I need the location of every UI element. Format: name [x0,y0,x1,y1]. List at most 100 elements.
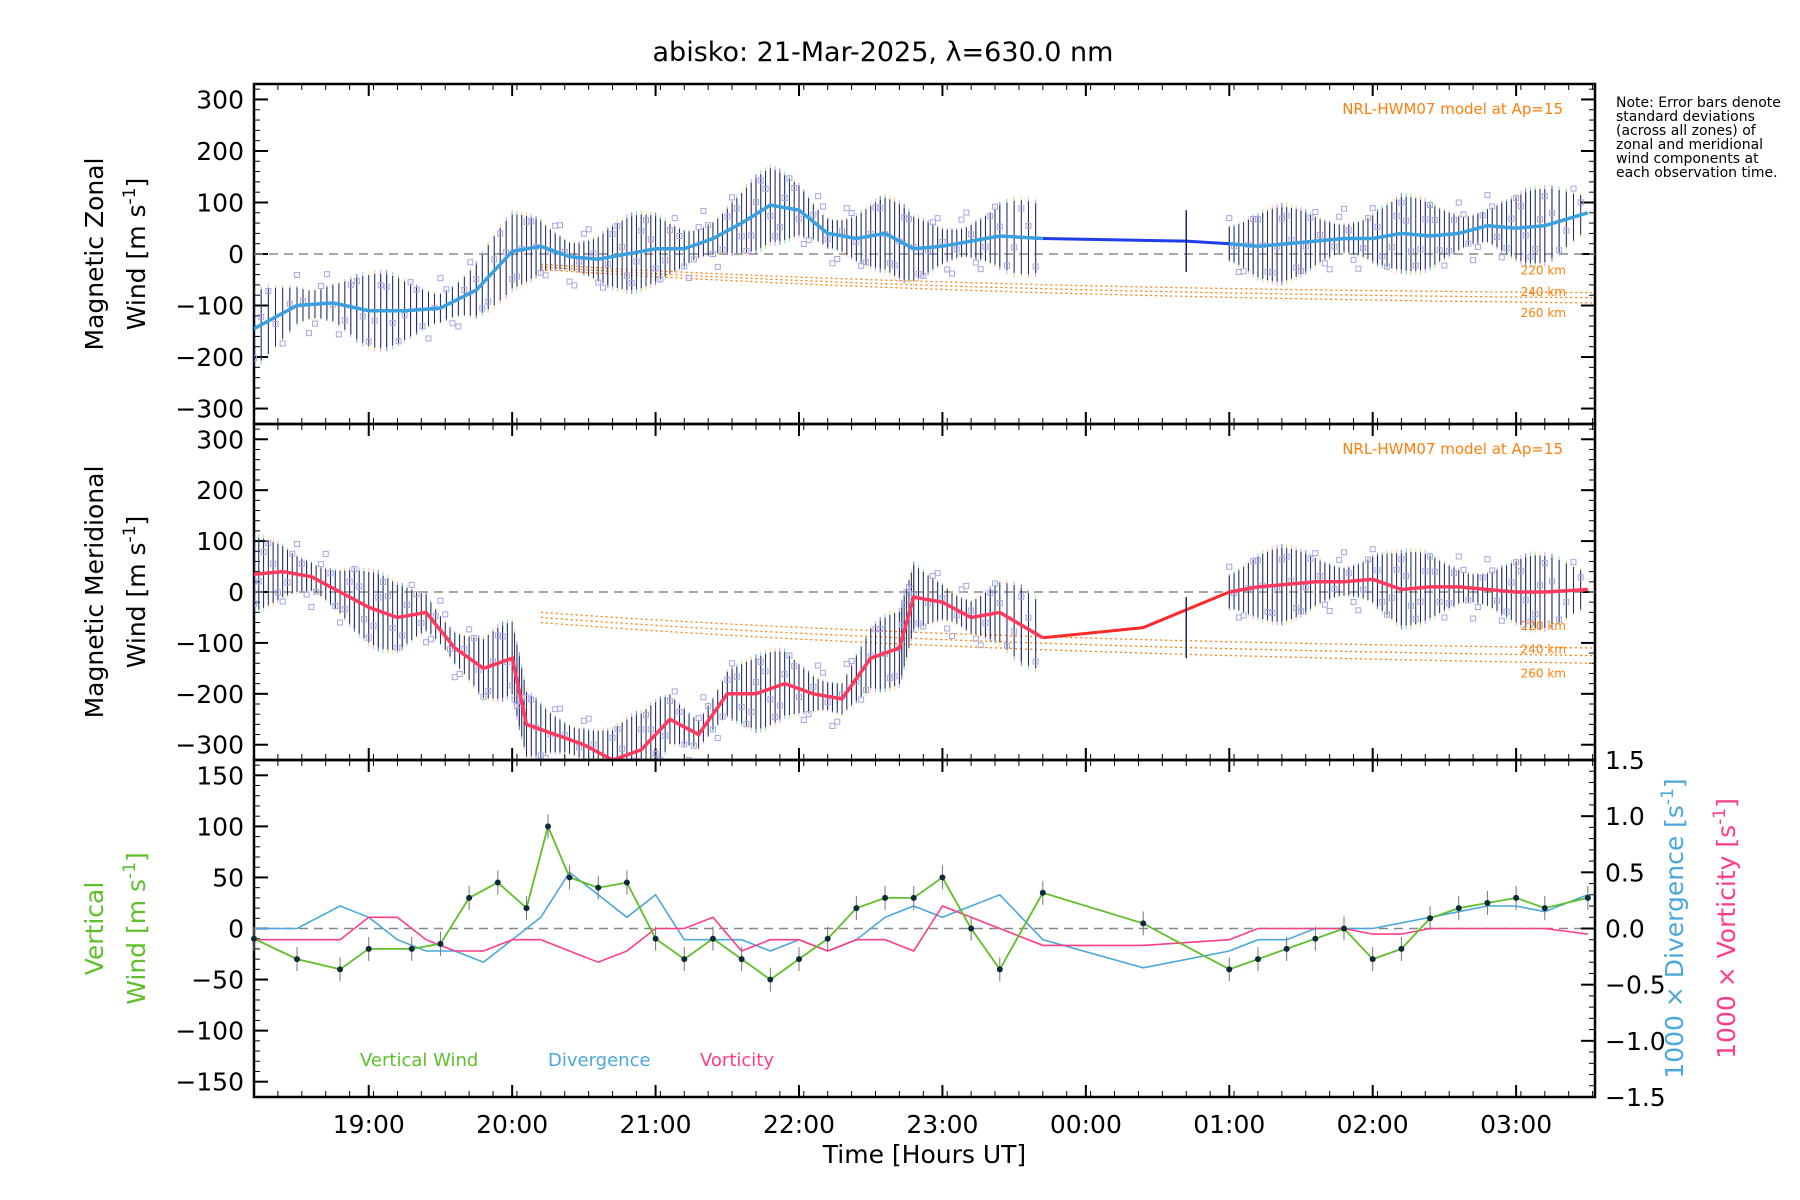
mean-wind-line [254,203,1043,331]
zone-sample-point [647,726,654,733]
vertical-wind-point [738,956,745,963]
vertical-wind-point [566,874,573,881]
vertical-wind-point [882,894,889,901]
legend-vorticity: Vorticity [700,1050,774,1071]
zone-sample-point [1254,216,1261,223]
zone-sample-point [695,715,702,722]
y-axis-label-line1: Vertical [80,882,109,976]
zone-sample-point [666,227,673,234]
zone-sample-point [772,233,779,240]
zone-sample-point [260,548,267,555]
zone-sample-point [1384,611,1391,618]
zone-sample-point [1455,199,1462,206]
vertical-wind-point [652,935,659,942]
vertical-wind-point [1584,894,1591,901]
zone-sample-point [1441,262,1448,269]
zone-sample-point [1336,556,1343,563]
zone-sample-point [972,635,979,642]
zone-sample-point [815,662,822,669]
error-bar-note: Note: Error bars denote standard deviati… [1616,95,1781,181]
vertical-wind-point [853,905,860,912]
y-tick-label: 200 [196,476,244,505]
zone-sample-point [1570,185,1577,192]
zone-sample-point [571,282,578,289]
zone-sample-point [614,222,621,229]
zone-sample-point [360,616,367,623]
zone-sample-point [953,612,960,619]
zone-sample-point [423,639,430,646]
vertical-wind-point [767,976,774,983]
zone-sample-point [776,224,783,231]
zone-sample-point [413,591,420,598]
zone-sample-point [1513,559,1520,566]
zone-sample-point [671,215,678,222]
vertical-wind-point [294,956,301,963]
zone-sample-point [1431,568,1438,575]
zone-sample-point [432,612,439,619]
zone-sample-point [729,660,736,667]
zone-sample-point [1235,614,1242,621]
zone-sample-point [1460,211,1467,218]
zone-sample-point [456,671,463,678]
zone-sample-point [346,578,353,585]
zone-sample-point [1355,265,1362,272]
zone-sample-point [1283,212,1290,219]
zone-sample-point [1508,215,1515,222]
zone-sample-point [1465,597,1472,604]
vertical-wind-point [968,925,975,932]
zone-sample-point [322,550,329,557]
zone-sample-point [425,335,432,342]
zone-sample-point [752,678,759,685]
vertical-wind-point [1039,889,1046,896]
zone-sample-point [1489,567,1496,574]
zone-sample-point [968,231,975,238]
zone-sample-point [824,236,831,243]
zone-sample-point [604,261,611,268]
zone-sample-point [466,626,473,633]
zone-sample-point [619,745,626,752]
ylabel-close: ] [122,516,151,526]
zone-sample-point [757,177,764,184]
zone-sample-point [676,233,683,240]
y-tick-label: −100 [175,629,244,658]
zone-sample-point [473,276,480,283]
zone-sample-point [657,276,664,283]
vertical-wind-point [681,956,688,963]
zone-sample-point [1436,598,1443,605]
zone-sample-point [1326,266,1333,273]
zone-sample-point [389,624,396,631]
model-curve-240-km [540,616,1595,657]
model-label: NRL-HWM07 model at Ap=15 [1342,440,1563,458]
zone-sample-point [298,560,305,567]
x-tick-label: 03:00 [1480,1110,1552,1139]
vertical-wind-point [709,935,716,942]
zone-sample-point [963,209,970,216]
zone-sample-point [695,224,702,231]
zone-sample-point [748,708,755,715]
zone-sample-point [1302,243,1309,250]
zone-sample-point [714,734,721,741]
zone-sample-point [1508,579,1515,586]
zone-sample-point [1503,608,1510,615]
zone-sample-point [389,319,396,326]
zone-sample-point [824,699,831,706]
ylabel-sup: -1 [120,187,140,204]
zone-sample-point [987,213,994,220]
mean-wind-line [254,569,1044,760]
zone-sample-point [982,243,989,250]
zone-sample-point [1018,205,1025,212]
model-altitude-label: 220 km [1521,619,1566,633]
zone-sample-point [284,579,291,586]
zone-sample-point [394,644,401,651]
zone-sample-point [1283,553,1290,560]
zone-sample-point [719,246,726,253]
zone-sample-point [1422,216,1429,223]
zone-sample-point [470,635,477,642]
zone-sample-point [944,266,951,273]
zone-sample-point [451,674,458,681]
vertical-wind-point [437,940,444,947]
vertical-wind-point [1226,966,1233,973]
zone-sample-point [1470,257,1477,264]
y-tick-label: −300 [175,731,244,760]
zone-sample-point [733,205,740,212]
